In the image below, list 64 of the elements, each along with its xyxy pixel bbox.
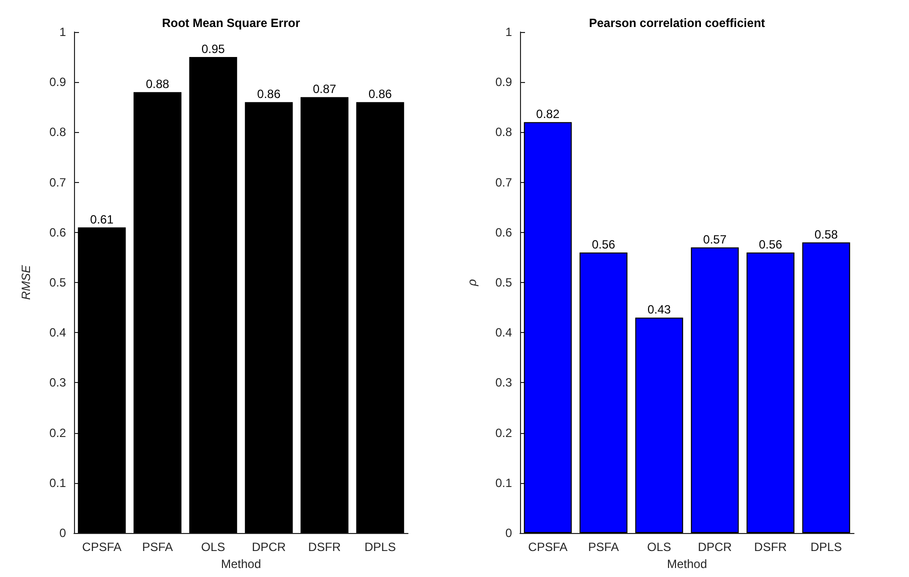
data-label: 0.56 [758,237,782,252]
y-tick-label: 0.8 [49,125,66,140]
x-tick-label: OLS [201,540,226,554]
bar [802,242,850,533]
data-label: 0.88 [146,77,170,92]
x-tick-label: DPLS [364,540,396,554]
x-axis-title: Method [220,556,262,571]
y-tick-label: 1 [505,25,512,39]
x-tick-label: PSFA [142,540,173,554]
data-label: 0.95 [201,42,226,56]
data-label: 0.61 [90,212,114,226]
y-tick-label: 0.9 [495,75,512,90]
x-tick-label: CPSFA [528,540,568,554]
bar [524,122,572,533]
y-tick-label: 0.7 [495,175,512,190]
y-tick-label: 0.4 [495,326,512,340]
chart-title: Root Mean Square Error [162,16,300,30]
x-tick-label: OLS [647,540,672,554]
x-tick-label: DPCR [252,540,286,554]
y-tick-label: 0.1 [49,476,66,490]
bar [300,97,348,533]
x-tick-label: PSFA [588,540,619,554]
y-axis-title: ρ [465,278,479,287]
y-tick-label: 0.4 [49,326,66,340]
y-tick-label: 1 [59,25,66,39]
x-tick-label: DPLS [810,540,842,554]
data-label: 0.56 [592,237,616,252]
y-tick-label: 0.2 [495,426,512,440]
x-tick-label: DSFR [754,540,788,554]
data-label: 0.57 [703,232,727,246]
data-label: 0.58 [814,227,838,242]
bar [78,227,126,533]
data-label: 0.86 [368,87,392,102]
bar [635,318,684,533]
bar [134,92,182,533]
y-tick-label: 0.5 [495,276,512,290]
y-tick-label: 0.6 [495,225,512,240]
bar [580,252,628,533]
y-tick-label: 0 [505,526,512,540]
y-tick-label: 0.3 [49,376,66,390]
y-tick-label: 0.9 [49,75,66,90]
x-axis-title: Method [666,556,708,571]
y-tick-label: 0.2 [49,426,66,440]
bar [690,247,739,533]
x-tick-label: DSFR [308,540,342,554]
bar [746,252,794,533]
x-tick-label: DPCR [698,540,732,554]
bar [189,57,238,533]
y-tick-label: 0.8 [495,125,512,140]
data-label: 0.86 [257,87,281,102]
chart-title: Pearson correlation coefficient [588,16,766,30]
y-tick-label: 0.7 [49,175,66,190]
x-tick-label: CPSFA [82,540,122,554]
y-tick-label: 0.6 [49,225,66,240]
y-tick-label: 0.5 [49,276,66,290]
data-label: 0.82 [536,107,560,122]
y-tick-label: 0.1 [495,476,512,490]
y-axis-title: RMSE [19,264,33,300]
y-tick-label: 0 [59,526,66,540]
bar [244,102,293,533]
y-tick-label: 0.3 [495,376,512,390]
bar [356,102,404,533]
data-label: 0.87 [312,82,336,96]
data-label: 0.43 [647,302,672,317]
